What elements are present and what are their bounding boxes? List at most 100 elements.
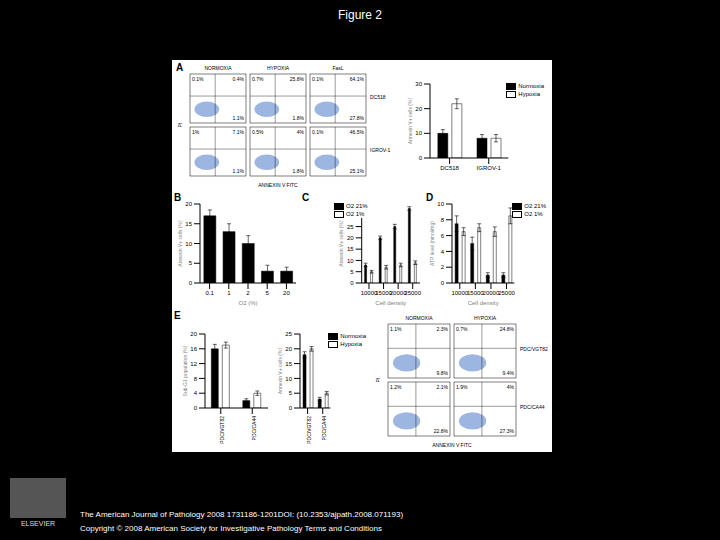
svg-text:5: 5 <box>189 260 193 266</box>
svg-text:35: 35 <box>347 201 354 207</box>
svg-text:1.2%: 1.2% <box>390 384 402 390</box>
svg-text:16: 16 <box>190 346 197 352</box>
svg-text:A: A <box>176 62 183 73</box>
svg-text:10: 10 <box>415 130 422 136</box>
svg-text:5: 5 <box>266 290 270 296</box>
svg-text:IGROV-1: IGROV-1 <box>370 147 391 153</box>
svg-text:0: 0 <box>194 405 198 411</box>
svg-text:Annexin V+ cells (%): Annexin V+ cells (%) <box>177 220 183 267</box>
svg-text:20: 20 <box>347 235 354 241</box>
svg-text:10: 10 <box>185 241 192 247</box>
svg-text:0: 0 <box>441 280 445 286</box>
svg-text:DC518: DC518 <box>440 165 459 171</box>
svg-text:0.1%: 0.1% <box>312 129 324 135</box>
svg-text:27.3%: 27.3% <box>500 428 515 434</box>
svg-text:IGROV-1: IGROV-1 <box>477 165 502 171</box>
svg-text:ANNEXIN V FITC: ANNEXIN V FITC <box>432 442 472 448</box>
svg-text:8: 8 <box>441 217 445 223</box>
svg-text:4%: 4% <box>507 384 515 390</box>
svg-text:30: 30 <box>415 81 422 87</box>
svg-text:HYPOXIA: HYPOXIA <box>474 315 497 321</box>
svg-text:0: 0 <box>419 155 423 161</box>
svg-text:15: 15 <box>185 221 192 227</box>
svg-text:4%: 4% <box>297 129 305 135</box>
svg-text:10: 10 <box>285 376 292 382</box>
svg-text:5: 5 <box>350 269 354 275</box>
svg-text:25.1%: 25.1% <box>350 168 365 174</box>
svg-text:2: 2 <box>246 290 250 296</box>
svg-text:0.1: 0.1 <box>205 290 214 296</box>
svg-text:0.7%: 0.7% <box>456 326 468 332</box>
svg-text:NORMOXIA: NORMOXIA <box>204 65 232 71</box>
svg-text:DC518: DC518 <box>370 94 386 100</box>
svg-text:1.8%: 1.8% <box>293 115 305 121</box>
svg-text:9.4%: 9.4% <box>503 370 515 376</box>
svg-text:25: 25 <box>347 224 354 230</box>
svg-text:PDC/CA44: PDC/CA44 <box>251 416 257 441</box>
svg-text:ATP level (nmol/mg): ATP level (nmol/mg) <box>429 221 435 266</box>
svg-text:20: 20 <box>190 331 197 337</box>
svg-text:10: 10 <box>437 201 444 207</box>
svg-text:1.1%: 1.1% <box>233 168 245 174</box>
svg-text:0.1%: 0.1% <box>312 76 324 82</box>
svg-text:PDC/VGT82: PDC/VGT82 <box>219 416 225 444</box>
svg-text:0.4%: 0.4% <box>233 76 245 82</box>
svg-text:PI: PI <box>177 123 183 128</box>
svg-text:Annexin V+ cells (%): Annexin V+ cells (%) <box>407 98 413 145</box>
svg-text:9.8%: 9.8% <box>437 370 449 376</box>
svg-text:PDC/VGT82: PDC/VGT82 <box>520 346 548 352</box>
svg-text:20: 20 <box>415 106 422 112</box>
svg-text:6: 6 <box>441 233 445 239</box>
svg-text:24.8%: 24.8% <box>500 326 515 332</box>
svg-text:FasL: FasL <box>332 65 343 71</box>
svg-text:1.1%: 1.1% <box>233 115 245 121</box>
svg-text:12: 12 <box>190 361 197 367</box>
svg-text:2.3%: 2.3% <box>437 326 449 332</box>
svg-text:1.9%: 1.9% <box>456 384 468 390</box>
svg-text:10: 10 <box>347 258 354 264</box>
svg-text:15: 15 <box>347 246 354 252</box>
svg-text:0: 0 <box>189 280 193 286</box>
svg-text:1.8%: 1.8% <box>293 168 305 174</box>
svg-text:7.1%: 7.1% <box>233 129 245 135</box>
svg-text:25.8%: 25.8% <box>290 76 305 82</box>
svg-text:1.1%: 1.1% <box>390 326 402 332</box>
svg-text:46.5%: 46.5% <box>350 129 365 135</box>
svg-text:Annexin V+ cells (%): Annexin V+ cells (%) <box>277 348 283 395</box>
svg-text:PI: PI <box>375 378 381 383</box>
svg-text:PDC/VGT82: PDC/VGT82 <box>306 416 312 444</box>
svg-text:0.7%: 0.7% <box>252 76 264 82</box>
svg-text:Annexin V+ cells (%): Annexin V+ cells (%) <box>338 220 344 267</box>
svg-text:ANNEXIN V FITC: ANNEXIN V FITC <box>258 182 298 188</box>
svg-text:20: 20 <box>285 346 292 352</box>
svg-text:8: 8 <box>194 376 198 382</box>
svg-text:30: 30 <box>347 212 354 218</box>
svg-text:4: 4 <box>441 249 445 255</box>
svg-text:Cell density: Cell density <box>375 300 406 306</box>
svg-text:5: 5 <box>289 390 293 396</box>
svg-text:O2 (%): O2 (%) <box>238 300 257 306</box>
svg-text:64.1%: 64.1% <box>350 76 365 82</box>
svg-text:4: 4 <box>194 390 198 396</box>
svg-text:1: 1 <box>227 290 231 296</box>
svg-text:0.1%: 0.1% <box>192 76 204 82</box>
svg-text:HYPOXIA: HYPOXIA <box>267 65 290 71</box>
svg-text:25000: 25000 <box>404 290 421 296</box>
svg-text:20: 20 <box>283 290 290 296</box>
svg-text:NORMOXIA: NORMOXIA <box>405 315 433 321</box>
svg-text:1%: 1% <box>192 129 200 135</box>
svg-text:2: 2 <box>441 264 445 270</box>
svg-text:22.8%: 22.8% <box>434 428 449 434</box>
svg-text:PDC/CA44: PDC/CA44 <box>520 404 545 410</box>
svg-text:0: 0 <box>350 280 354 286</box>
svg-text:0.5%: 0.5% <box>252 129 264 135</box>
svg-text:PDC/CA44: PDC/CA44 <box>321 416 327 441</box>
svg-text:2.1%: 2.1% <box>437 384 449 390</box>
svg-text:Cell density: Cell density <box>468 300 499 306</box>
svg-text:0: 0 <box>289 405 293 411</box>
svg-text:Sub-G1 population (%): Sub-G1 population (%) <box>182 345 188 396</box>
svg-text:15: 15 <box>285 361 292 367</box>
svg-text:27.8%: 27.8% <box>350 115 365 121</box>
svg-text:25000: 25000 <box>498 290 515 296</box>
svg-text:20: 20 <box>185 201 192 207</box>
